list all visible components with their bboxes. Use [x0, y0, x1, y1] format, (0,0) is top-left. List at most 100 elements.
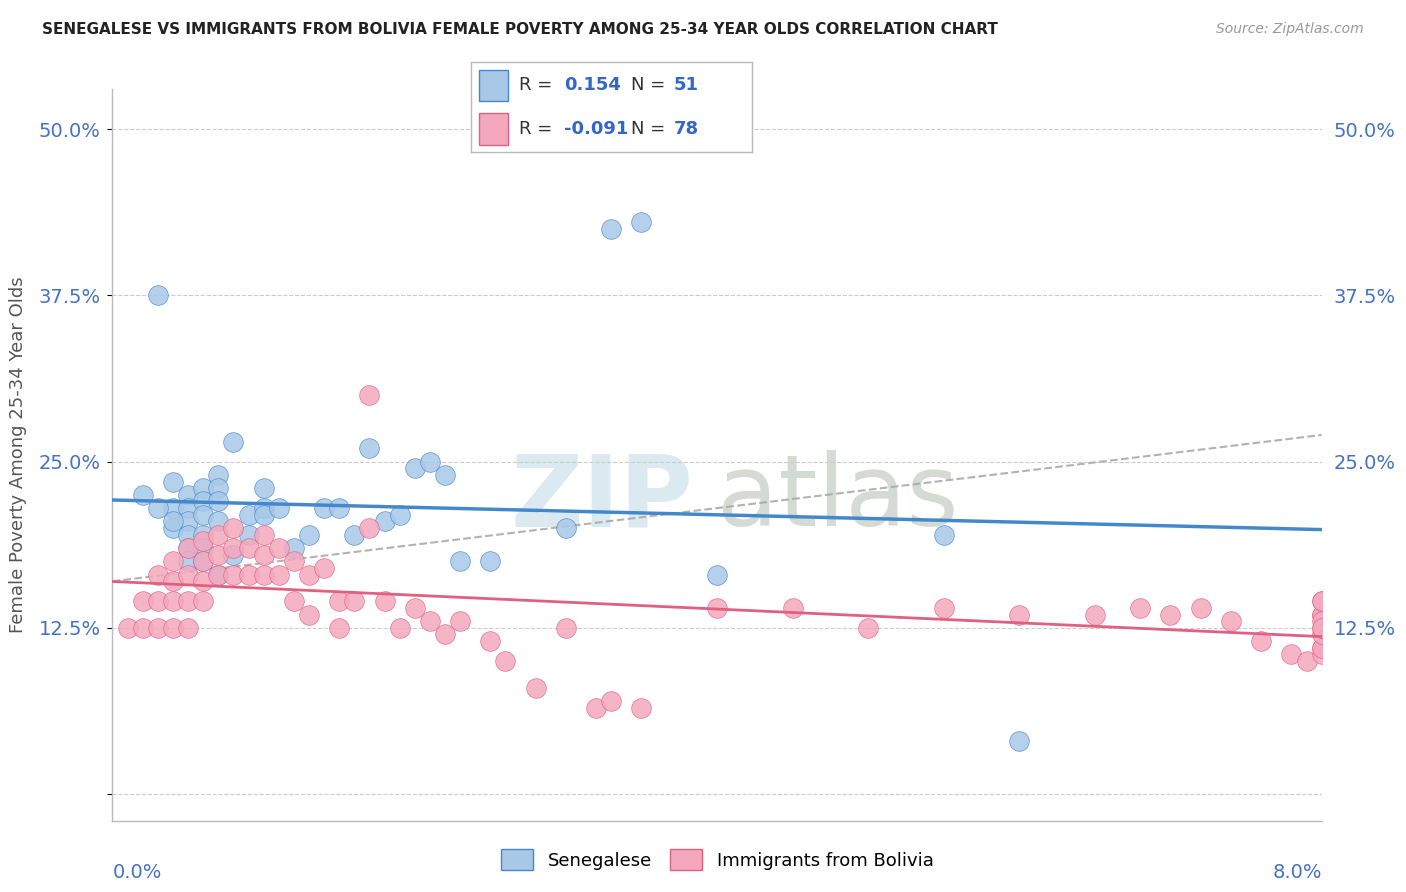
- Point: [1084, 607, 1107, 622]
- Point: [630, 700, 652, 714]
- Point: [373, 594, 396, 608]
- Point: [146, 594, 169, 608]
- Point: [267, 567, 290, 582]
- Point: [222, 541, 245, 555]
- Point: [253, 508, 276, 522]
- Point: [932, 527, 955, 541]
- Point: [162, 521, 184, 535]
- Text: Source: ZipAtlas.com: Source: ZipAtlas.com: [1216, 22, 1364, 37]
- Text: 78: 78: [673, 120, 699, 138]
- Text: 0.154: 0.154: [564, 76, 620, 95]
- Point: [177, 515, 200, 529]
- Text: atlas: atlas: [717, 450, 959, 548]
- Text: 8.0%: 8.0%: [1272, 863, 1322, 882]
- Point: [1310, 607, 1333, 622]
- Point: [253, 527, 276, 541]
- FancyBboxPatch shape: [479, 70, 508, 101]
- Point: [146, 288, 169, 302]
- Point: [1008, 734, 1031, 748]
- Point: [162, 621, 184, 635]
- Point: [479, 634, 502, 648]
- Point: [1219, 614, 1241, 628]
- Point: [298, 607, 321, 622]
- Point: [191, 508, 215, 522]
- Point: [162, 574, 184, 589]
- Point: [238, 527, 260, 541]
- Point: [782, 600, 804, 615]
- FancyBboxPatch shape: [479, 113, 508, 145]
- Point: [328, 594, 350, 608]
- Point: [146, 501, 169, 516]
- Point: [1008, 607, 1031, 622]
- Point: [1310, 594, 1333, 608]
- Point: [449, 614, 471, 628]
- Point: [312, 501, 335, 516]
- Point: [419, 454, 441, 468]
- Point: [207, 567, 229, 582]
- Point: [1159, 607, 1181, 622]
- Point: [191, 594, 215, 608]
- Point: [495, 654, 517, 668]
- Point: [328, 621, 350, 635]
- Point: [449, 554, 471, 568]
- Point: [191, 534, 215, 549]
- Point: [1310, 614, 1333, 628]
- Point: [479, 554, 502, 568]
- Point: [238, 541, 260, 555]
- Point: [1310, 640, 1333, 655]
- Legend: Senegalese, Immigrants from Bolivia: Senegalese, Immigrants from Bolivia: [494, 842, 941, 878]
- Point: [524, 681, 547, 695]
- Point: [328, 501, 350, 516]
- Point: [222, 548, 245, 562]
- Point: [433, 627, 456, 641]
- Point: [404, 461, 426, 475]
- Point: [222, 567, 245, 582]
- Point: [600, 222, 623, 236]
- Y-axis label: Female Poverty Among 25-34 Year Olds: Female Poverty Among 25-34 Year Olds: [10, 277, 28, 633]
- Point: [253, 548, 276, 562]
- Point: [177, 621, 200, 635]
- Point: [207, 515, 229, 529]
- Point: [162, 501, 184, 516]
- Point: [207, 567, 229, 582]
- Point: [177, 501, 200, 516]
- Point: [162, 554, 184, 568]
- Point: [207, 467, 229, 482]
- Point: [1295, 654, 1317, 668]
- Point: [238, 567, 260, 582]
- Point: [191, 481, 215, 495]
- Point: [238, 508, 260, 522]
- Point: [177, 541, 200, 555]
- Point: [298, 527, 321, 541]
- Point: [222, 434, 245, 449]
- Text: N =: N =: [631, 76, 665, 95]
- Text: R =: R =: [519, 120, 553, 138]
- Point: [554, 521, 576, 535]
- Point: [162, 594, 184, 608]
- Point: [132, 621, 155, 635]
- Point: [117, 621, 139, 635]
- Point: [207, 527, 229, 541]
- Point: [359, 521, 381, 535]
- Point: [630, 215, 652, 229]
- Point: [359, 388, 381, 402]
- Point: [146, 567, 169, 582]
- Point: [433, 467, 456, 482]
- Point: [177, 554, 200, 568]
- Point: [1310, 607, 1333, 622]
- Point: [207, 494, 229, 508]
- Point: [932, 600, 955, 615]
- Point: [253, 481, 276, 495]
- Point: [177, 488, 200, 502]
- Point: [132, 594, 155, 608]
- Point: [359, 442, 381, 456]
- Text: SENEGALESE VS IMMIGRANTS FROM BOLIVIA FEMALE POVERTY AMONG 25-34 YEAR OLDS CORRE: SENEGALESE VS IMMIGRANTS FROM BOLIVIA FE…: [42, 22, 998, 37]
- Point: [191, 494, 215, 508]
- Point: [177, 594, 200, 608]
- Point: [162, 515, 184, 529]
- Point: [404, 600, 426, 615]
- Point: [1279, 648, 1302, 662]
- Point: [1250, 634, 1272, 648]
- Text: ZIP: ZIP: [510, 450, 693, 548]
- Point: [343, 527, 366, 541]
